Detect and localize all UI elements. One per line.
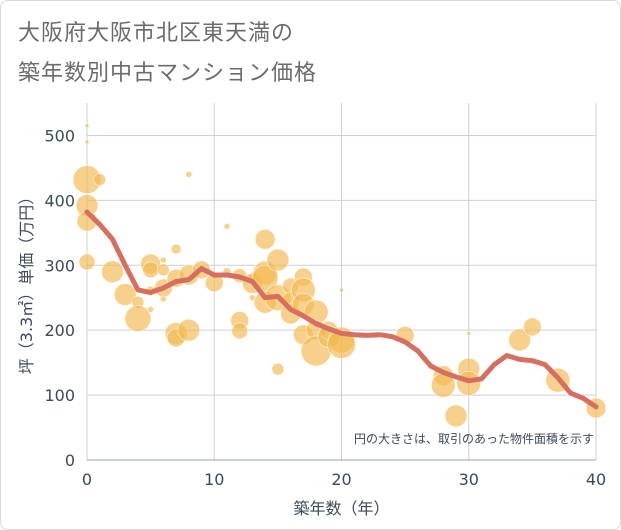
y-tick-label: 100 bbox=[44, 386, 75, 405]
bubble-point bbox=[327, 330, 356, 359]
bubble-point bbox=[508, 328, 532, 352]
bubble-point bbox=[271, 362, 285, 376]
bubble-point bbox=[254, 228, 276, 250]
bubble-point bbox=[84, 139, 90, 145]
bubble-point bbox=[147, 306, 155, 313]
y-axis-label: 坪（3.3㎡）単価（万円） bbox=[17, 189, 36, 374]
bubble-point bbox=[177, 318, 201, 342]
trend-line bbox=[84, 209, 599, 410]
bubble-point bbox=[170, 243, 182, 255]
x-tick-label: 10 bbox=[204, 470, 224, 489]
bubble-point bbox=[466, 331, 472, 336]
y-tick-label: 300 bbox=[44, 256, 75, 275]
x-tick-label: 20 bbox=[331, 470, 351, 489]
bubble-point bbox=[456, 371, 482, 396]
bubble-point bbox=[101, 260, 124, 284]
bubble-point bbox=[159, 295, 167, 303]
bubble-point bbox=[185, 170, 193, 178]
trend-line-series bbox=[84, 209, 599, 410]
bubble-point bbox=[339, 287, 344, 293]
bubble-point bbox=[522, 317, 542, 337]
grid-lines bbox=[86, 103, 597, 461]
x-tick-label: 0 bbox=[82, 470, 92, 489]
x-axis-label: 築年数（年） bbox=[293, 499, 389, 518]
bubble-point bbox=[93, 173, 107, 186]
bubble-point bbox=[113, 283, 137, 306]
bubble-point bbox=[223, 222, 231, 230]
y-tick-label: 200 bbox=[44, 321, 75, 340]
bubble-point bbox=[84, 123, 90, 129]
bubble-point bbox=[266, 248, 290, 272]
bubble-point bbox=[156, 263, 170, 277]
bubble-point bbox=[444, 404, 468, 428]
bubble-point bbox=[124, 305, 152, 332]
bubble-point bbox=[142, 261, 160, 279]
x-tick-label: 40 bbox=[586, 470, 606, 489]
y-tick-label: 400 bbox=[44, 191, 75, 210]
chart-title-line-1: 大阪府大阪市北区東天満の bbox=[18, 21, 295, 46]
bubble-point bbox=[78, 253, 96, 271]
y-tick-label: 500 bbox=[44, 126, 75, 145]
bubble-point bbox=[231, 322, 249, 340]
bubble-point bbox=[159, 256, 167, 264]
x-tick-label: 30 bbox=[459, 470, 479, 489]
y-tick-label: 0 bbox=[65, 451, 75, 470]
bubble-size-note: 円の大きさは、取引のあった物件面積を示す bbox=[354, 431, 594, 446]
chart-title-line-2: 築年数別中古マンション価格 bbox=[18, 61, 318, 86]
